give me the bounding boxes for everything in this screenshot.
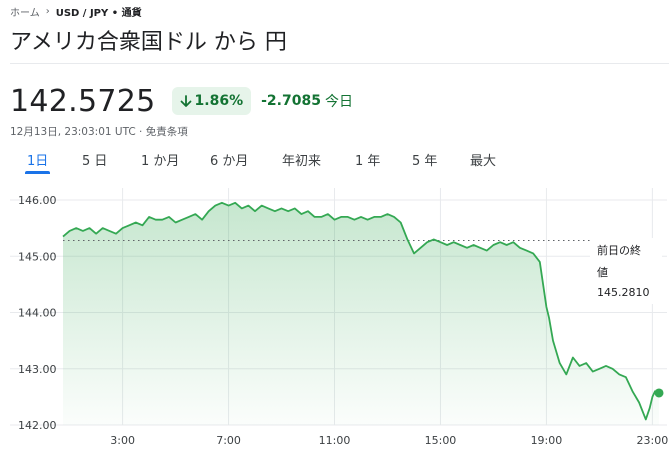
- percent-change-value: 1.86%: [194, 93, 244, 109]
- tab-ytd[interactable]: 年初来: [282, 154, 322, 169]
- tab-1-year[interactable]: 1 年: [355, 154, 381, 169]
- breadcrumb-currency-pair: USD / JPY • 通貨: [55, 8, 142, 19]
- previous-close-label-line2: 値: [597, 266, 608, 279]
- price-line: [62, 201, 660, 421]
- y-tick-label: 146.00: [18, 194, 57, 207]
- range-tabs: 1日 5 日 1 か月 6 か月 年初来 1 年 5 年 最大: [0, 150, 669, 174]
- x-tick-label: 7:00: [216, 434, 241, 447]
- percent-change-badge: 1.86%: [171, 87, 252, 115]
- tab-5-days[interactable]: 5 日: [82, 154, 108, 169]
- quote-timestamp[interactable]: 12月13日, 23:03:01 UTC · 免責条項: [10, 126, 188, 138]
- current-price: 142.5725: [10, 83, 156, 119]
- tab-5-years[interactable]: 5 年: [412, 154, 438, 169]
- previous-close-label-bg: [590, 238, 662, 304]
- period-label: 今日: [324, 94, 353, 110]
- absolute-change: -2.7085: [261, 93, 321, 109]
- arrow-down-icon: [180, 94, 191, 107]
- tab-1-day[interactable]: 1日: [24, 150, 51, 174]
- previous-close-value: 145.2810: [597, 286, 650, 299]
- price-area-fill: [63, 202, 659, 425]
- last-price-point[interactable]: [654, 388, 664, 398]
- quote-row: 142.5725 1.86% -2.7085 今日: [10, 83, 353, 119]
- x-tick-label: 11:00: [319, 434, 351, 447]
- y-tick-label: 142.00: [18, 419, 57, 432]
- breadcrumb-home[interactable]: ホーム: [10, 8, 40, 19]
- x-tick-label: 3:00: [110, 434, 135, 447]
- tab-6-months[interactable]: 6 か月: [210, 154, 249, 169]
- y-axis-ticks: 146.00 145.00 144.00 143.00 142.00: [18, 194, 57, 432]
- y-tick-label: 143.00: [18, 363, 57, 376]
- chevron-right-icon: ›: [45, 6, 50, 17]
- header-divider: [10, 63, 669, 64]
- page-title: アメリカ合衆国ドル から 円: [10, 30, 287, 55]
- breadcrumb: ホーム › USD / JPY • 通貨: [10, 4, 142, 19]
- y-tick-label: 144.00: [18, 307, 57, 320]
- tab-max[interactable]: 最大: [470, 154, 497, 169]
- x-tick-label: 23:00: [637, 434, 669, 447]
- x-tick-label: 15:00: [425, 434, 457, 447]
- y-tick-label: 145.00: [18, 250, 57, 263]
- previous-close-label-line1: 前日の終: [597, 243, 641, 257]
- price-chart[interactable]: 146.00 145.00 144.00 143.00 142.00 3:00 7:00 1…: [0, 178, 669, 457]
- x-tick-label: 19:00: [531, 434, 563, 447]
- tab-1-month[interactable]: 1 か月: [141, 154, 180, 169]
- x-axis-ticks: 3:00 7:00 11:00 15:00 19:00 23:00: [110, 434, 668, 447]
